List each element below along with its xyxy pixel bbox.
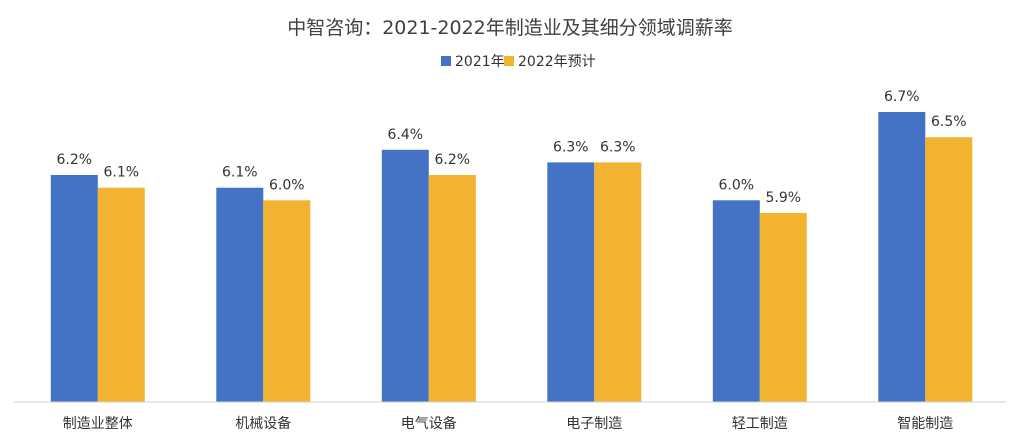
bar-2022-2 — [428, 175, 476, 402]
category-label-1: 机械设备 — [235, 415, 291, 432]
bars-group — [50, 112, 973, 402]
chart-title: 中智咨询：2021-2022年制造业及其细分领域调薪率 — [287, 17, 733, 39]
value-label-2021-2: 6.4% — [388, 127, 424, 143]
value-label-2022-5: 6.5% — [931, 114, 967, 130]
legend-swatch-2021 — [441, 56, 451, 66]
category-label-2: 电气设备 — [401, 415, 457, 432]
value-label-2021-0: 6.2% — [57, 152, 93, 168]
bar-2021-1 — [216, 187, 264, 402]
value-labels-group: 6.2% 6.1% 6.1% 6.0% 6.4% 6.2% 6.3% 6.3% 6.0% 5.9%… — [57, 89, 967, 206]
category-label-0: 制造业整体 — [63, 416, 133, 432]
bar-2022-4 — [759, 212, 807, 402]
legend-label-2021: 2021年 — [455, 54, 505, 70]
category-labels-group: 制造业整体 机械设备 电气设备 电子制造 轻工制造 智能制造 — [63, 415, 953, 432]
value-label-2021-3: 6.3% — [553, 139, 589, 155]
bar-2022-1 — [263, 200, 311, 402]
value-label-2021-1: 6.1% — [222, 165, 258, 181]
bar-2022-0 — [97, 187, 145, 402]
category-label-3: 电子制造 — [566, 416, 622, 432]
value-label-2021-4: 6.0% — [719, 177, 755, 193]
legend-swatch-2022 — [504, 56, 514, 66]
bar-2021-4 — [712, 200, 760, 402]
legend-label-2022: 2022年预计 — [518, 54, 596, 70]
value-label-2022-2: 6.2% — [435, 152, 471, 168]
bar-2022-3 — [594, 162, 642, 402]
value-label-2022-3: 6.3% — [600, 139, 636, 155]
category-label-4: 轻工制造 — [732, 416, 788, 432]
bar-2021-0 — [50, 175, 98, 402]
value-label-2022-1: 6.0% — [269, 177, 305, 193]
bar-2021-5 — [878, 112, 926, 402]
legend: 2021年 2022年预计 — [441, 54, 596, 70]
bar-2021-3 — [547, 162, 595, 402]
value-label-2022-0: 6.1% — [104, 165, 140, 181]
bar-2021-2 — [381, 149, 429, 402]
value-label-2021-5: 6.7% — [884, 89, 920, 105]
value-label-2022-4: 5.9% — [766, 190, 802, 206]
bar-2022-5 — [925, 137, 973, 402]
category-label-5: 智能制造 — [897, 416, 953, 432]
